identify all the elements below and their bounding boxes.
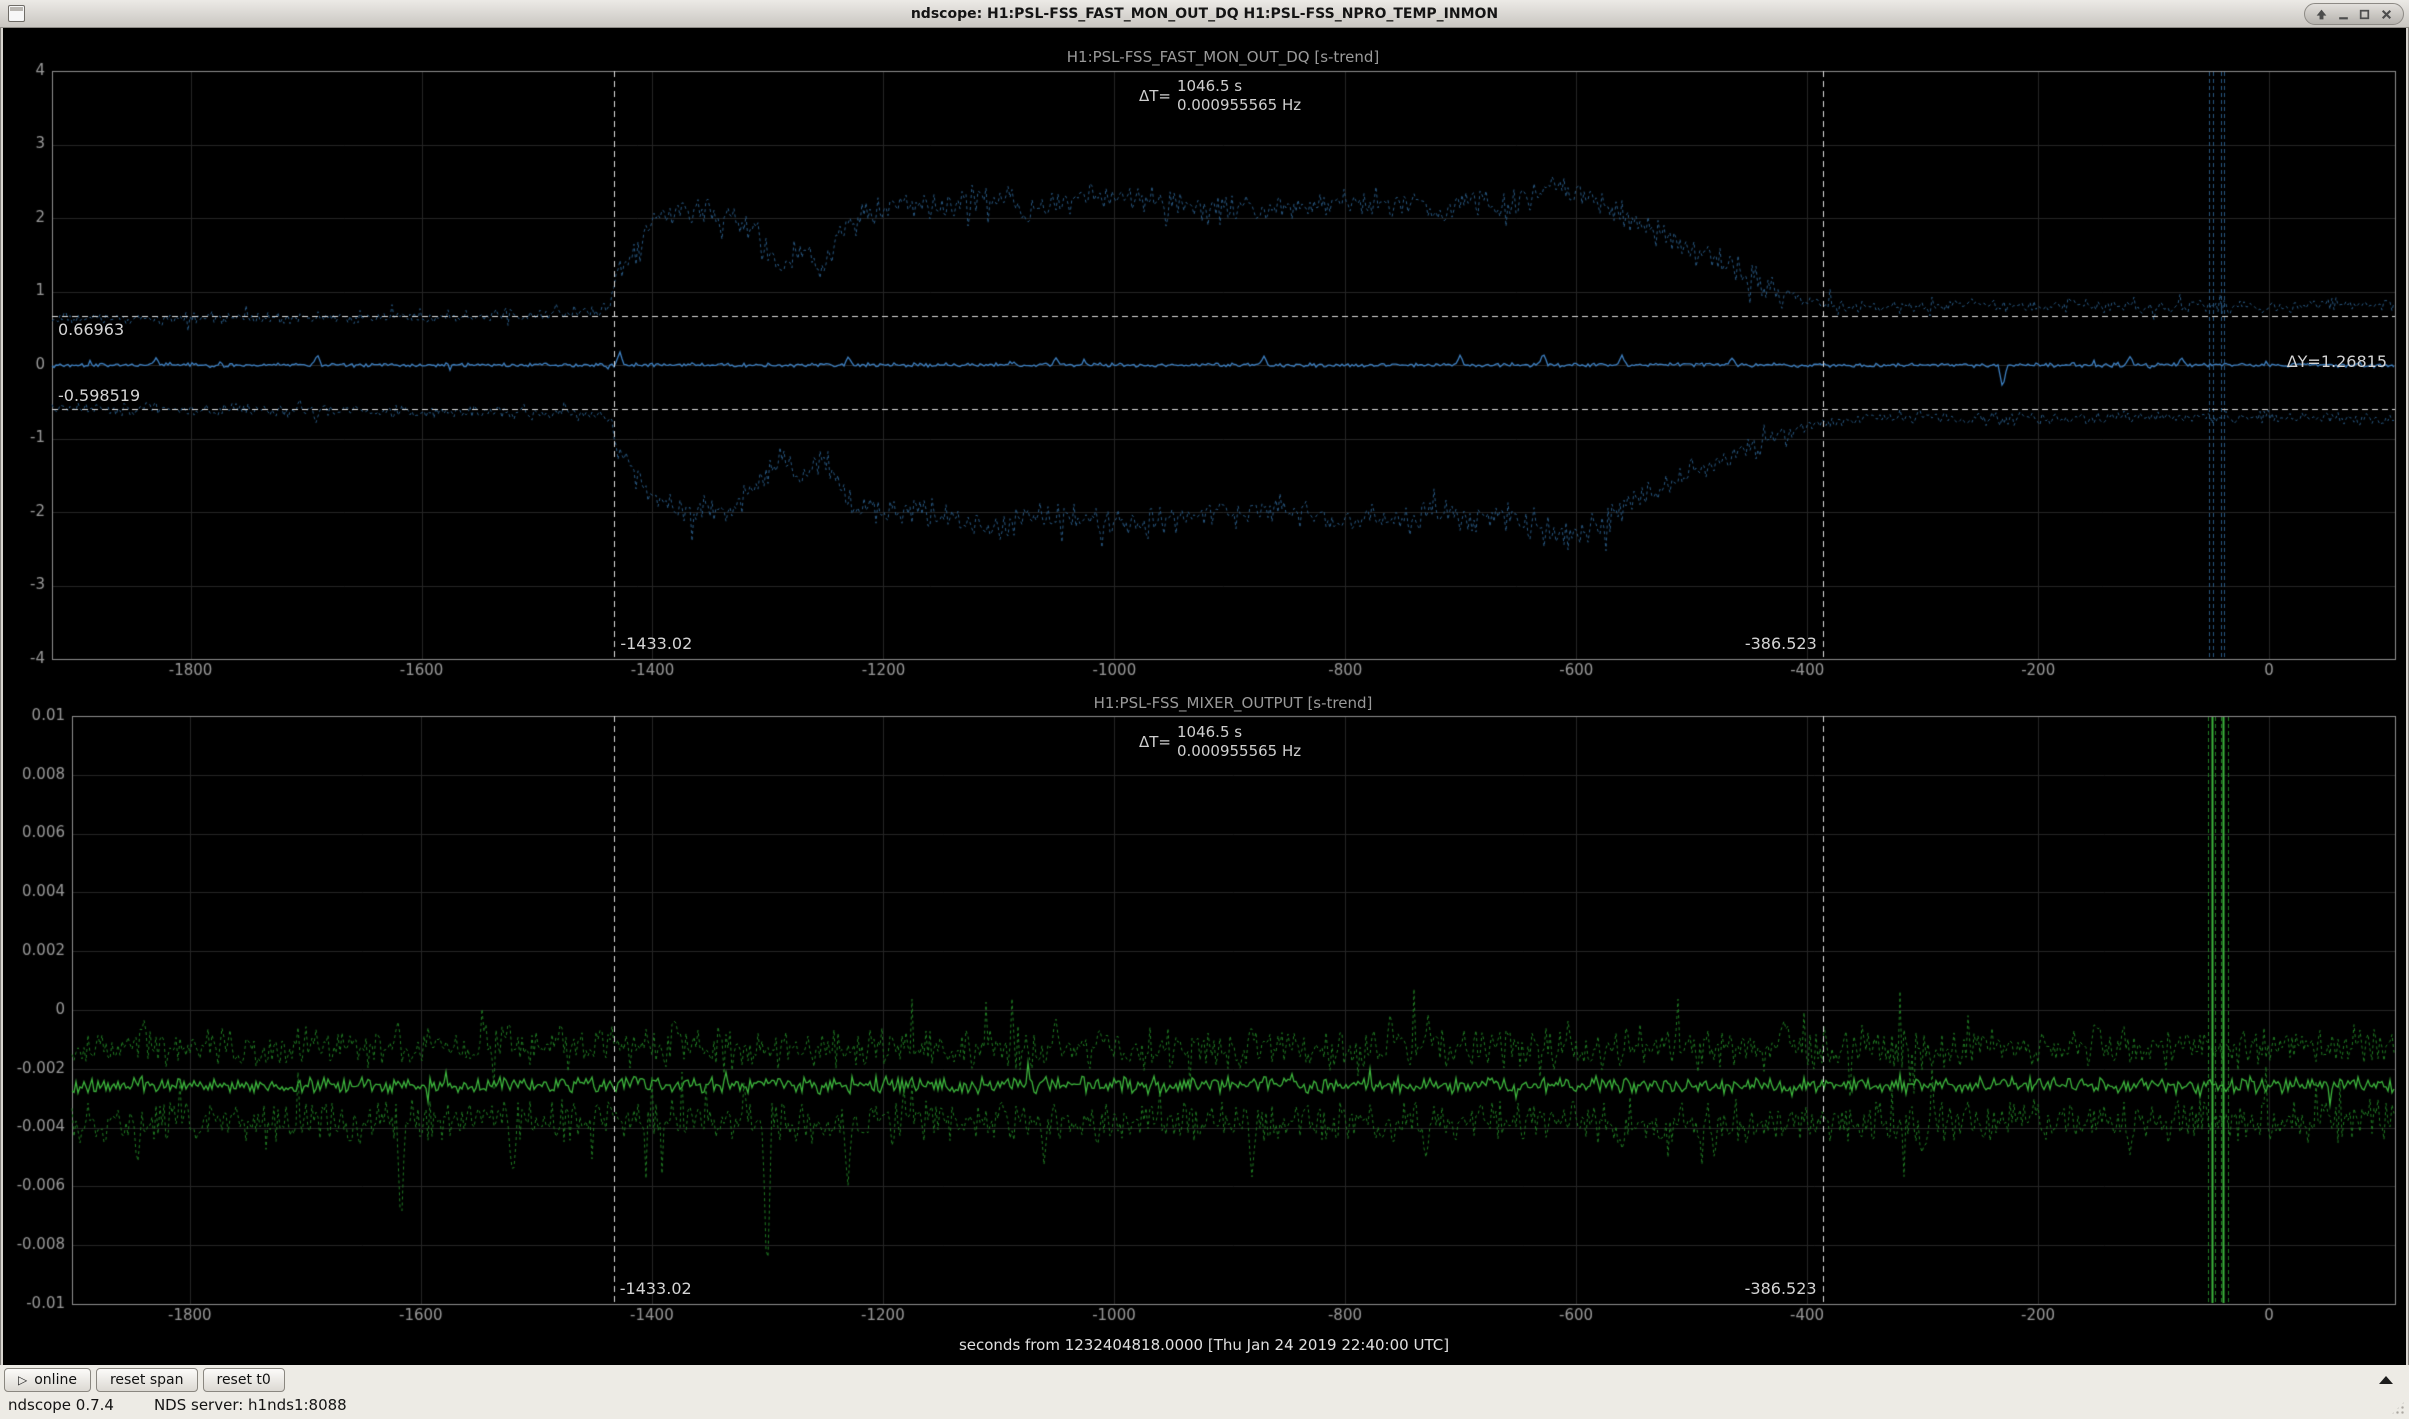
window-icon [8,5,25,22]
window-title: ndscope: H1:PSL-FSS_FAST_MON_OUT_DQ H1:P… [910,6,1499,22]
toolbar: ▷ online reset span reset t0 [4,1368,285,1392]
resize-grip[interactable] [2390,1400,2406,1416]
online-button[interactable]: ▷ online [4,1368,91,1392]
reset-t0-button[interactable]: reset t0 [202,1368,285,1392]
reset-span-button[interactable]: reset span [95,1368,198,1392]
bottom-panel: ▷ online reset span reset t0 ndscope 0.7… [0,1365,2409,1419]
raise-window-icon[interactable] [2315,7,2329,21]
app-version: ndscope 0.7.4 [8,1396,114,1414]
minimize-icon[interactable] [2336,7,2350,21]
statusbar: ndscope 0.7.4 NDS server: h1nds1:8088 [8,1396,347,1414]
toolbar-expander-icon[interactable] [2379,1376,2393,1384]
close-icon[interactable] [2379,7,2393,21]
nds-server-status: NDS server: h1nds1:8088 [153,1396,347,1414]
maximize-icon[interactable] [2358,7,2372,21]
window-titlebar[interactable]: ndscope: H1:PSL-FSS_FAST_MON_OUT_DQ H1:P… [0,0,2409,28]
window-controls [2304,3,2404,25]
window-left-border [0,28,3,1365]
play-icon: ▷ [18,1373,28,1387]
